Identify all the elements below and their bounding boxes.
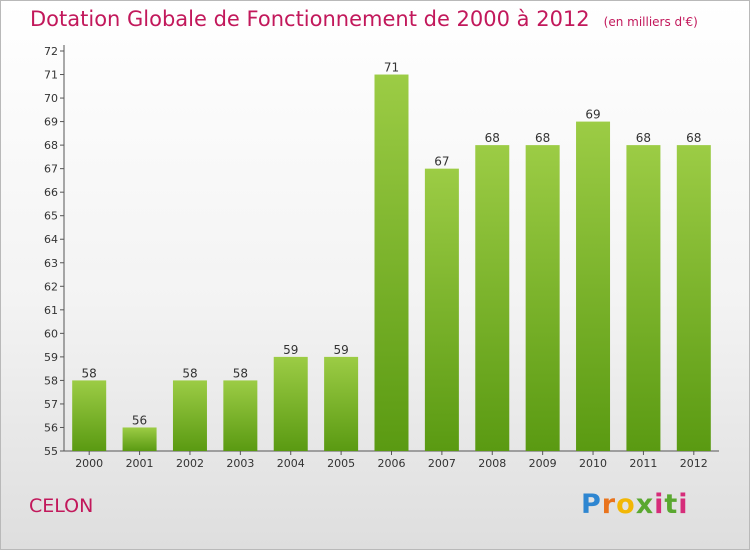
y-tick-label: 67 — [44, 163, 58, 176]
x-tick-label: 2001 — [126, 457, 154, 470]
x-tick-label: 2011 — [629, 457, 657, 470]
bar — [172, 380, 207, 451]
x-tick-label: 2002 — [176, 457, 204, 470]
data-label: 58 — [233, 366, 248, 380]
logo-letter: o — [616, 489, 636, 520]
data-label: 69 — [585, 108, 600, 122]
y-tick-label: 71 — [44, 69, 58, 82]
labels: 2000 58 2001 56 2002 58 2003 58 2004 59 2005 59 2006… — [75, 61, 708, 470]
proxiti-logo: Proxiti — [581, 489, 689, 520]
bar — [273, 356, 308, 451]
x-tick-label: 2008 — [478, 457, 506, 470]
y-tick-label: 70 — [44, 92, 58, 105]
x-tick-label: 2004 — [277, 457, 305, 470]
y-tick-label: 63 — [44, 257, 58, 270]
chart-unit: (en milliers d'€) — [603, 15, 698, 29]
data-label: 58 — [182, 366, 197, 380]
data-label: 59 — [333, 343, 348, 357]
bar — [122, 427, 157, 451]
y-tick-label: 55 — [44, 445, 58, 458]
bar — [525, 145, 560, 451]
data-label: 59 — [283, 343, 298, 357]
x-tick-label: 2007 — [428, 457, 456, 470]
bar — [374, 74, 409, 451]
x-tick-label: 2006 — [378, 457, 406, 470]
axes: 55 56 57 58 59 60 61 62 63 64 65 66 67 68 69 70 71 72 — [44, 45, 719, 458]
bar — [324, 356, 359, 451]
y-tick-label: 60 — [44, 327, 58, 340]
bars — [72, 74, 711, 452]
y-tick-label: 57 — [44, 398, 58, 411]
y-tick-label: 68 — [44, 139, 58, 152]
bar — [576, 121, 611, 452]
data-label: 68 — [535, 131, 550, 145]
x-tick-label: 2003 — [226, 457, 254, 470]
bar — [424, 168, 459, 451]
data-label: 68 — [485, 131, 500, 145]
data-label: 58 — [82, 366, 97, 380]
x-tick-label: 2010 — [579, 457, 607, 470]
commune-name: CELON — [29, 495, 94, 517]
data-label: 67 — [434, 155, 449, 169]
bar — [475, 145, 510, 451]
logo-letter: P — [581, 489, 602, 520]
logo-letter: i — [678, 489, 689, 520]
logo-letter: r — [601, 489, 617, 520]
data-label: 56 — [132, 413, 147, 427]
y-tick-label: 61 — [44, 304, 58, 317]
y-tick-label: 62 — [44, 280, 58, 293]
logo-letter: t — [664, 489, 679, 520]
x-tick-label: 2009 — [529, 457, 557, 470]
x-tick-label: 2005 — [327, 457, 355, 470]
chart-title: Dotation Globale de Fonctionnement de 20… — [30, 7, 698, 31]
y-tick-label: 66 — [44, 186, 58, 199]
y-tick-label: 72 — [44, 45, 58, 58]
y-tick-label: 58 — [44, 374, 58, 387]
bar — [676, 145, 711, 451]
y-tick-label: 56 — [44, 421, 58, 434]
data-label: 68 — [636, 131, 651, 145]
x-tick-label: 2000 — [75, 457, 103, 470]
bar — [626, 145, 661, 451]
chart-title-text: Dotation Globale de Fonctionnement de 20… — [30, 7, 590, 31]
y-tick-label: 64 — [44, 233, 58, 246]
y-tick-label: 59 — [44, 351, 58, 364]
data-label: 68 — [686, 131, 701, 145]
bar — [223, 380, 258, 451]
y-tick-label: 65 — [44, 210, 58, 223]
x-tick-label: 2012 — [680, 457, 708, 470]
logo-letter: x — [635, 489, 655, 520]
logo-letter: i — [654, 489, 665, 520]
data-label: 71 — [384, 61, 399, 75]
y-tick-label: 69 — [44, 116, 58, 129]
bar — [72, 380, 107, 451]
